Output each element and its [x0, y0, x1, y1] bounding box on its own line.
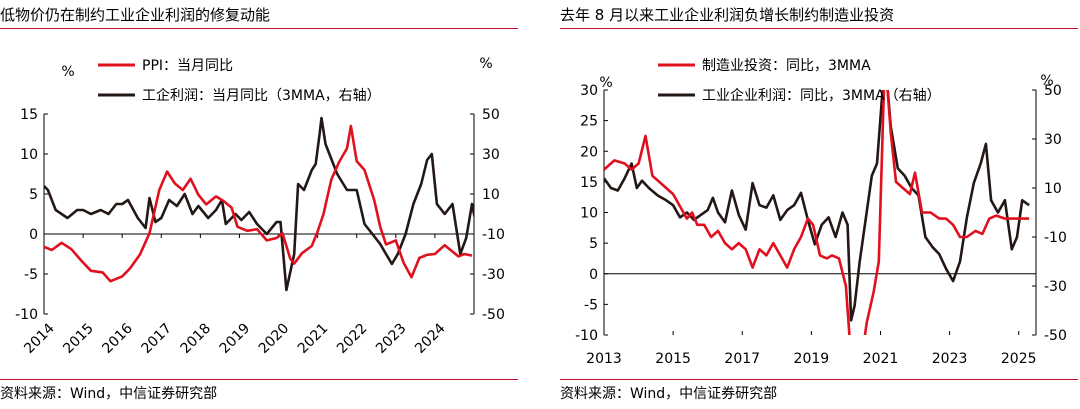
- series-line-red: [604, 90, 1030, 335]
- left-tick-label: 5: [589, 236, 598, 252]
- left-tick-label: 20: [580, 144, 598, 160]
- x-tick-label: 2019: [217, 320, 254, 357]
- chart-title-left: 低物价仍在制约工业企业利润的修复动能: [0, 6, 271, 24]
- source-note-right: 资料来源：Wind，中信证券研究部: [560, 386, 778, 402]
- left-tick-label: 5: [29, 187, 38, 203]
- right-tick-label: 10: [482, 187, 500, 203]
- x-tick-label: 2017: [724, 351, 760, 367]
- left-tick-label: -10: [15, 307, 38, 323]
- x-tick-label: 2018: [178, 320, 215, 357]
- x-tick-label: 2015: [60, 320, 97, 357]
- x-tick-label: 2015: [655, 351, 691, 367]
- title-rule-left: [0, 28, 518, 29]
- right-tick-label: -50: [482, 307, 505, 323]
- x-tick-label: 2025: [1001, 351, 1037, 367]
- x-tick-label: 2024: [412, 320, 449, 357]
- left-tick-label: 10: [20, 147, 38, 163]
- legend-label-black: 工企利润：当月同比（3MMA，右轴）: [142, 87, 381, 104]
- x-tick-label: 2021: [863, 351, 899, 367]
- x-tick-label: 2023: [932, 351, 968, 367]
- chart-panel-right: 去年 8 月以来工业企业利润负增长制约制造业投资 -10 -5 0 5 10 15 20 25…: [560, 0, 1080, 409]
- right-tick-label: 50: [1044, 83, 1062, 99]
- left-tick-label: -10: [575, 328, 598, 344]
- chart-panel-left: 低物价仍在制约工业企业利润的修复动能 -10 -5 0 5 10 15 -50 -30 -10 1…: [0, 0, 520, 409]
- x-tick-label: 2013: [586, 351, 622, 367]
- x-tick-label: 2022: [334, 320, 371, 357]
- right-tick-label: -10: [1044, 230, 1067, 246]
- right-tick-label: -30: [482, 267, 505, 283]
- x-tick-label: 2014: [21, 320, 58, 357]
- left-tick-label: 15: [20, 107, 38, 123]
- series-line-black: [604, 90, 1030, 322]
- right-tick-label: 30: [1044, 132, 1062, 148]
- left-tick-label: 15: [580, 175, 598, 191]
- right-tick-label: 10: [1044, 181, 1062, 197]
- source-rule-right: [560, 379, 1078, 380]
- x-tick-label: 2020: [256, 320, 293, 357]
- left-tick-label: 0: [589, 267, 598, 283]
- left-tick-label: 0: [29, 227, 38, 243]
- x-tick-label: 2021: [295, 320, 332, 357]
- source-rule-left: [0, 379, 518, 380]
- x-tick-label: 2019: [794, 351, 830, 367]
- legend-label-black: 工业企业利润：同比，3MMA（右轴）: [702, 87, 941, 104]
- right-tick-label: -10: [482, 227, 505, 243]
- legend-label-red: 制造业投资：同比，3MMA: [702, 58, 871, 74]
- x-tick-label: 2016: [99, 320, 136, 357]
- chart-title-right: 去年 8 月以来工业企业利润负增长制约制造业投资: [560, 6, 895, 24]
- title-rule-right: [560, 28, 1078, 29]
- series-line-black: [44, 116, 474, 292]
- x-tick-label: 2017: [139, 320, 176, 357]
- left-tick-label: 25: [580, 114, 598, 130]
- right-tick-label: 50: [482, 107, 500, 123]
- right-tick-label: -50: [1044, 328, 1067, 344]
- right-unit-label: %: [1040, 73, 1053, 89]
- left-unit-label: %: [599, 75, 612, 91]
- right-tick-label: -30: [1044, 279, 1067, 295]
- left-unit-label: %: [61, 64, 74, 80]
- right-unit-label: %: [479, 56, 492, 72]
- left-tick-label: -5: [584, 297, 598, 313]
- legend-label-red: PPI：当月同比: [142, 58, 233, 74]
- left-tick-label: -5: [24, 267, 38, 283]
- right-tick-label: 30: [482, 147, 500, 163]
- left-tick-label: 30: [580, 83, 598, 99]
- source-note-left: 资料来源：Wind，中信证券研究部: [0, 386, 218, 402]
- series-line-red: [44, 124, 473, 283]
- x-tick-label: 2023: [373, 320, 410, 357]
- left-tick-label: 10: [580, 206, 598, 222]
